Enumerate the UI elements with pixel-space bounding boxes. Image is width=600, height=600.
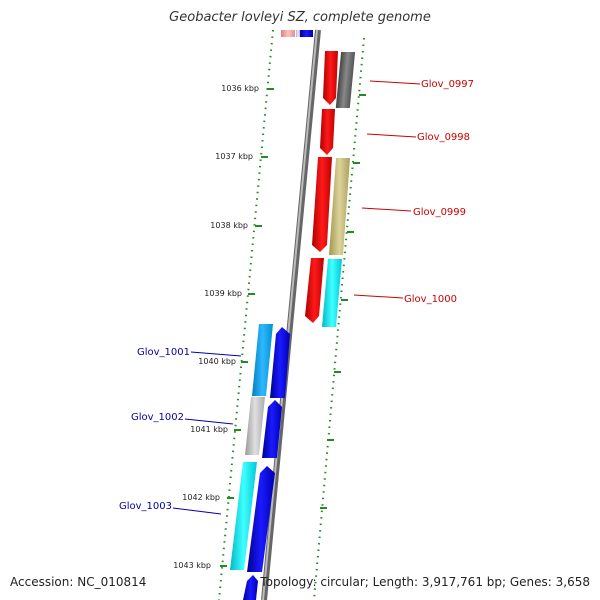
tick-label-1039: 1039 kbp bbox=[204, 289, 242, 298]
tick-label-1043: 1043 kbp bbox=[173, 561, 211, 570]
gene-arrow-glov-1003[interactable] bbox=[247, 466, 275, 572]
accession-text: Accession: NC_010814 bbox=[10, 575, 147, 589]
map-title: Geobacter lovleyi SZ, complete genome bbox=[169, 10, 431, 25]
genome-backbone-highlight bbox=[262, 29, 318, 600]
feature-top-blue bbox=[300, 30, 313, 37]
feature-cyan-right bbox=[322, 259, 342, 327]
label-leader-glov-1001 bbox=[190, 351, 242, 357]
feature-top-lavender bbox=[296, 30, 300, 37]
gene-label-glov-0997[interactable]: Glov_0997 bbox=[421, 79, 474, 90]
label-leader-glov-0998 bbox=[366, 133, 417, 138]
gene-arrow-glov-1001[interactable] bbox=[270, 327, 290, 398]
gene-arrow-glov-0997[interactable] bbox=[323, 51, 338, 105]
gene-label-glov-0999[interactable]: Glov_0999 bbox=[413, 207, 466, 218]
major-ticks bbox=[220, 88, 274, 567]
feature-top-pink bbox=[281, 30, 295, 37]
gene-label-glov-1003[interactable]: Glov_1003 bbox=[119, 501, 172, 512]
gene-label-glov-1000[interactable]: Glov_1000 bbox=[404, 294, 457, 305]
tick-label-1037: 1037 kbp bbox=[215, 152, 253, 161]
gene-arrow-glov-0999[interactable] bbox=[312, 157, 332, 252]
label-leader-glov-1002 bbox=[184, 418, 234, 425]
inner-dotted-ring bbox=[218, 29, 274, 600]
gene-arrow-bottom-partial bbox=[243, 575, 258, 600]
feature-sky-blue bbox=[252, 324, 273, 396]
tick-label-1038: 1038 kbp bbox=[210, 221, 248, 230]
minor-ticks bbox=[320, 94, 366, 509]
gene-arrow-glov-1002[interactable] bbox=[262, 400, 282, 458]
feature-dark-gray bbox=[335, 52, 356, 108]
gene-label-glov-1002[interactable]: Glov_1002 bbox=[131, 412, 184, 423]
tick-label-1042: 1042 kbp bbox=[182, 493, 220, 502]
feature-cyan-left bbox=[230, 462, 257, 570]
label-leader-glov-0997 bbox=[369, 80, 421, 85]
label-leader-glov-1000 bbox=[353, 294, 404, 299]
genome-summary-text: Topology: circular; Length: 3,917,761 bp… bbox=[260, 575, 590, 589]
label-leader-glov-1003 bbox=[172, 507, 222, 515]
tick-label-1041: 1041 kbp bbox=[190, 425, 228, 434]
feature-light-gray bbox=[245, 397, 265, 455]
tick-labels: 1036 kbp 1037 kbp 1038 kbp 1039 kbp 1040… bbox=[173, 84, 259, 570]
label-leader-glov-0999 bbox=[361, 207, 412, 212]
feature-olive bbox=[329, 158, 350, 255]
gene-arrow-glov-1000[interactable] bbox=[305, 258, 324, 323]
tick-label-1040: 1040 kbp bbox=[198, 357, 236, 366]
gene-label-glov-0998[interactable]: Glov_0998 bbox=[417, 132, 470, 143]
tick-label-1036: 1036 kbp bbox=[221, 84, 259, 93]
gene-arrow-glov-0998[interactable] bbox=[320, 109, 335, 155]
gene-label-glov-1001[interactable]: Glov_1001 bbox=[137, 347, 190, 358]
